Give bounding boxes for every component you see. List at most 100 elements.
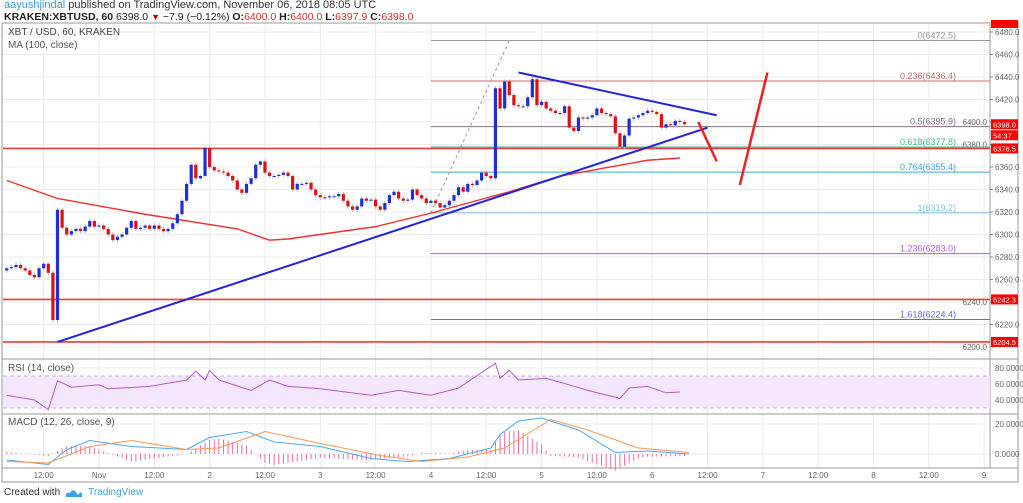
candle-down xyxy=(92,221,96,227)
candle-down xyxy=(650,110,654,112)
candle-up xyxy=(120,234,124,237)
candle-up xyxy=(55,209,60,320)
candle-up xyxy=(387,195,392,203)
candle-up xyxy=(272,176,276,177)
candle-up xyxy=(5,268,9,271)
chart-frame xyxy=(1,22,1019,483)
candle-up xyxy=(295,183,299,190)
price-tick-label: 6220.0 xyxy=(995,321,1020,330)
fib-level-label: 0.764(6355.4) xyxy=(900,162,956,172)
author-link[interactable]: aayushjindal xyxy=(4,0,66,11)
candle-down xyxy=(28,270,32,275)
trendline xyxy=(518,71,717,117)
candle-up xyxy=(184,183,189,201)
change: −7.9 (−0.12%) xyxy=(162,11,230,23)
candle-down xyxy=(553,110,557,113)
candle-down xyxy=(267,172,272,176)
fib-level-label: 0(6472.5) xyxy=(917,30,956,40)
candle-up xyxy=(332,196,336,198)
candle-up xyxy=(595,108,599,116)
price-tag xyxy=(991,119,1018,130)
candle-down xyxy=(51,272,55,320)
candle-up xyxy=(360,198,364,207)
tradingview-link[interactable]: TradingView xyxy=(88,487,144,498)
candle-down xyxy=(507,81,511,95)
candle-up xyxy=(410,189,415,200)
ma-legend: MA (100, close) xyxy=(8,40,78,51)
price-tick-label: 6380.0 xyxy=(963,141,988,150)
candle-up xyxy=(369,199,373,201)
candle-up xyxy=(166,228,170,232)
price-tag-label: 6376.5 xyxy=(993,144,1016,153)
candle-down xyxy=(401,198,405,201)
candle-up xyxy=(503,81,507,109)
candle-up xyxy=(673,120,677,126)
candle-down xyxy=(102,225,106,229)
candle-up xyxy=(277,174,281,176)
candle-down xyxy=(286,172,290,176)
candle-up xyxy=(175,214,179,224)
candle-up xyxy=(480,172,484,181)
time-tick-label: 12:00 xyxy=(34,471,55,480)
candle-down xyxy=(572,127,576,131)
candle-down xyxy=(438,203,442,208)
projection-arrow-line xyxy=(738,72,769,186)
candle-down xyxy=(461,187,465,192)
candle-down xyxy=(470,183,475,185)
candle-down xyxy=(618,133,622,147)
candle-down xyxy=(512,95,516,106)
fib-level-label: 0.618(6377.8) xyxy=(900,137,956,147)
candle-up xyxy=(539,101,544,106)
candle-down xyxy=(60,209,64,228)
candle-up xyxy=(115,236,120,241)
candle-up xyxy=(530,79,534,98)
time-tick-label: 12:00 xyxy=(255,471,276,480)
candle-down xyxy=(19,264,23,269)
candle-down xyxy=(161,228,166,232)
signal-line xyxy=(6,418,690,464)
time-tick-label: 12:00 xyxy=(698,471,719,480)
main-legend: XBT / USD, 60, KRAKEN xyxy=(8,27,121,38)
high-value: 6400.0 xyxy=(290,11,323,23)
candle-down xyxy=(148,225,152,229)
price-tag xyxy=(991,294,1018,305)
price-tag-label: 54:37 xyxy=(993,131,1012,140)
candle-down xyxy=(217,170,221,172)
candle-down xyxy=(516,105,521,107)
price-tag xyxy=(991,143,1018,154)
candle-down xyxy=(415,189,419,196)
candle-up xyxy=(244,183,249,193)
time-tick-label: 12:00 xyxy=(587,471,608,480)
last-price: 6398.0 xyxy=(116,11,149,23)
candle-up xyxy=(42,263,46,269)
price-tag xyxy=(991,336,1018,347)
candle-up xyxy=(447,200,451,206)
candle-up xyxy=(443,205,447,208)
candle-up xyxy=(323,197,327,199)
candle-down xyxy=(433,200,438,203)
candle-up xyxy=(493,88,498,179)
candle-down xyxy=(235,180,239,190)
candle-up xyxy=(304,182,309,184)
candle-up xyxy=(69,231,73,235)
candle-up xyxy=(632,117,636,119)
candle-down xyxy=(535,79,539,106)
candle-up xyxy=(590,115,594,118)
candle-up xyxy=(281,172,285,175)
candle-down xyxy=(374,199,378,207)
fib-level-label: 0.5(6395.9) xyxy=(910,117,956,127)
time-tick-label: 12:00 xyxy=(144,471,165,480)
price-tick-label: 6440.0 xyxy=(995,73,1020,82)
price-tag xyxy=(991,130,1018,141)
price-tag-label: 6398.0 xyxy=(993,120,1016,129)
candle-up xyxy=(383,203,387,210)
candle-up xyxy=(664,124,668,128)
fib-level-label: 1(6319.2) xyxy=(917,203,956,213)
candle-up xyxy=(466,183,470,192)
rsi-tick-label: 40.0000 xyxy=(995,396,1023,405)
candle-down xyxy=(46,263,50,273)
candle-down xyxy=(263,161,267,173)
fib-level-label: 1.618(6224.4) xyxy=(900,310,956,320)
publish-info: aayushjindal published on TradingView.co… xyxy=(4,0,376,11)
